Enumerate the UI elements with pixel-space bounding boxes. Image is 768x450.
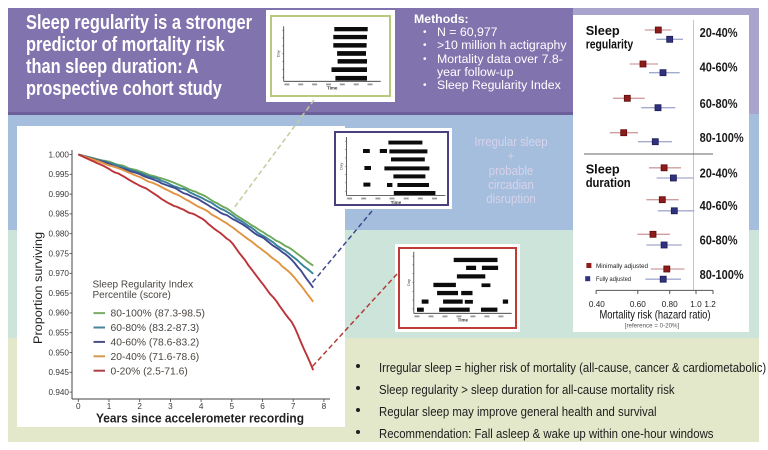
svg-text:[reference = 0-20%]: [reference = 0-20%] [625,323,680,330]
svg-text:0.940: 0.940 [49,388,70,397]
svg-text:40-60% (78.6-83.2): 40-60% (78.6-83.2) [111,338,200,349]
svg-text:7: 7 [291,402,296,411]
svg-text:Day: Day [276,50,281,57]
svg-text:0.40: 0.40 [589,300,605,309]
svg-text:0.950: 0.950 [49,348,70,357]
svg-text:0.995: 0.995 [49,170,70,179]
svg-text:1.0: 1.0 [690,300,702,309]
svg-text:0.970: 0.970 [49,269,70,278]
svg-text:8: 8 [322,402,327,411]
svg-text:0.975: 0.975 [49,249,70,258]
svg-text:0.985: 0.985 [49,210,70,219]
svg-text:Mortality risk (hazard ratio): Mortality risk (hazard ratio) [600,309,711,322]
svg-text:1: 1 [107,402,112,411]
svg-text:20-40% (71.6-78.6): 20-40% (71.6-78.6) [111,352,200,363]
svg-text:80-100%: 80-100% [700,267,744,282]
svg-text:4: 4 [199,402,204,411]
svg-text:Day: Day [338,163,343,170]
svg-text:Sleep Regularity Index: Sleep Regularity Index [93,280,194,291]
svg-text:0.955: 0.955 [49,329,70,338]
svg-text:3: 3 [168,402,173,411]
svg-text:1.2: 1.2 [704,300,716,309]
svg-text:Years since accelerometer reco: Years since accelerometer recording [96,412,304,426]
svg-text:0.80: 0.80 [662,300,678,309]
svg-text:Sleep: Sleep [586,23,620,38]
svg-text:60-80%: 60-80% [700,96,738,111]
svg-text:40-60%: 40-60% [700,198,738,213]
svg-text:0: 0 [76,402,81,411]
svg-text:5: 5 [230,402,235,411]
svg-text:Time: Time [327,86,338,91]
svg-text:0.965: 0.965 [49,289,70,298]
svg-text:60-80% (83.2-87.3): 60-80% (83.2-87.3) [111,323,200,334]
svg-text:80-100%: 80-100% [700,130,744,145]
svg-text:20-40%: 20-40% [700,166,738,181]
svg-text:0-20% (2.5-71.6): 0-20% (2.5-71.6) [111,366,188,377]
svg-text:Time: Time [458,318,469,323]
svg-text:20-40%: 20-40% [700,25,738,40]
svg-text:duration: duration [586,175,631,190]
svg-text:0.960: 0.960 [49,309,70,318]
svg-text:Proportion surviving: Proportion surviving [31,232,45,344]
svg-text:1.000: 1.000 [49,150,70,159]
svg-text:Sleep: Sleep [586,162,620,177]
svg-text:40-60%: 40-60% [700,59,738,74]
svg-text:80-100% (87.3-98.5): 80-100% (87.3-98.5) [111,309,205,320]
svg-text:6: 6 [260,402,265,411]
svg-text:0.60: 0.60 [630,300,646,309]
svg-text:Percentile (score): Percentile (score) [93,290,171,301]
svg-text:Day: Day [406,279,411,286]
svg-text:2: 2 [137,402,142,411]
svg-text:0.945: 0.945 [49,368,70,377]
svg-text:Minimally adjusted: Minimally adjusted [596,263,648,270]
svg-text:regularity: regularity [586,37,634,52]
svg-text:60-80%: 60-80% [700,232,738,247]
svg-text:Fully adjusted: Fully adjusted [596,276,631,283]
svg-text:0.990: 0.990 [49,190,70,199]
svg-text:0.980: 0.980 [49,230,70,239]
svg-text:Time: Time [391,200,402,205]
